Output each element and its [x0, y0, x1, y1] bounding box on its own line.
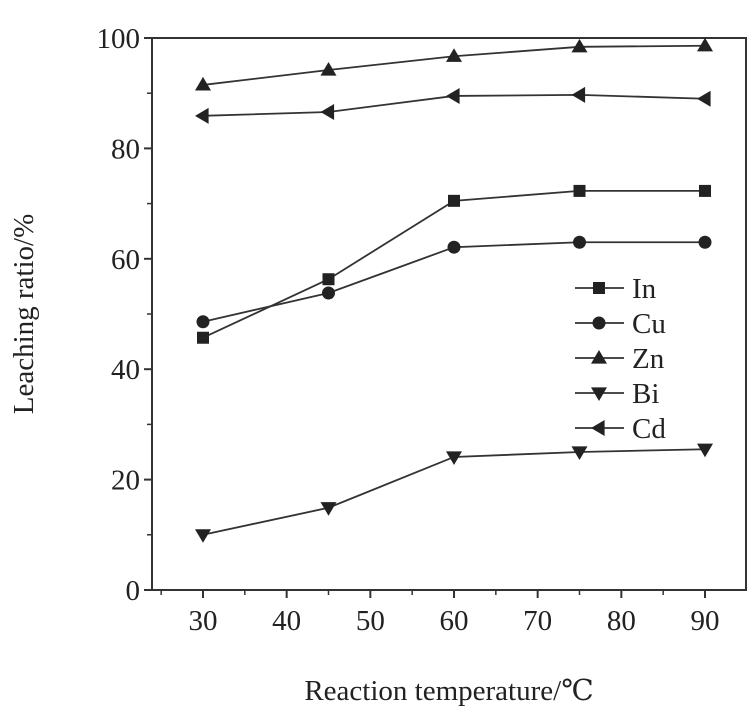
legend-label: Bi	[632, 378, 659, 410]
series-zn	[195, 37, 713, 91]
data-point	[699, 184, 711, 197]
data-point	[320, 103, 335, 120]
legend-label: In	[632, 273, 657, 305]
data-point	[571, 86, 586, 103]
legend-label: Zn	[632, 343, 665, 375]
legend-item-in: In	[575, 273, 657, 305]
data-point	[697, 90, 711, 107]
y-tick-label: 0	[126, 575, 141, 607]
y-tick-label: 80	[111, 133, 140, 165]
x-tick-label: 50	[356, 605, 385, 637]
legend-marker	[593, 282, 605, 294]
series-line	[202, 241, 705, 323]
x-axis-label: Reaction temperature/℃	[304, 675, 593, 707]
data-point	[195, 107, 209, 124]
data-point	[571, 446, 588, 460]
data-point	[320, 62, 337, 76]
legend-item-cu: Cu	[575, 308, 666, 340]
x-tick-label: 80	[607, 605, 636, 637]
legend-label: Cd	[632, 413, 666, 445]
x-tick-label: 30	[189, 605, 218, 637]
data-point	[446, 48, 462, 62]
legend-marker	[592, 316, 606, 330]
data-point	[573, 235, 586, 249]
data-point	[573, 184, 586, 197]
data-point	[448, 194, 460, 207]
x-tick-label: 70	[523, 605, 552, 637]
data-point	[698, 235, 712, 249]
data-point	[196, 315, 210, 329]
data-point	[446, 87, 460, 104]
data-point	[571, 38, 588, 53]
x-tick-label: 60	[440, 605, 469, 637]
legend-item-cd: Cd	[575, 413, 666, 445]
data-point	[322, 286, 335, 300]
series-cd	[195, 86, 711, 124]
data-point	[446, 451, 462, 465]
y-tick-label: 100	[97, 23, 141, 55]
y-tick-label: 20	[111, 465, 140, 497]
legend-marker	[591, 387, 607, 401]
series-in	[197, 184, 711, 344]
y-axis-label: Leaching ratio/%	[8, 214, 40, 415]
data-point	[447, 240, 461, 254]
legend-item-zn: Zn	[575, 343, 665, 375]
data-point	[197, 331, 209, 344]
series-bi	[195, 443, 713, 543]
x-tick-label: 40	[272, 605, 301, 637]
data-point	[320, 502, 337, 516]
data-point	[195, 76, 211, 91]
y-tick-label: 40	[111, 354, 140, 386]
data-point	[322, 273, 335, 286]
legend-label: Cu	[632, 308, 666, 340]
data-point	[697, 37, 713, 52]
legend-item-bi: Bi	[575, 378, 659, 410]
legend-marker	[591, 420, 605, 436]
x-tick-label: 90	[691, 605, 720, 637]
data-point	[697, 443, 713, 458]
series-line	[202, 190, 705, 339]
legend-marker	[591, 350, 607, 364]
series-cu	[196, 235, 712, 329]
y-tick-label: 60	[111, 244, 140, 276]
data-point	[195, 529, 211, 543]
